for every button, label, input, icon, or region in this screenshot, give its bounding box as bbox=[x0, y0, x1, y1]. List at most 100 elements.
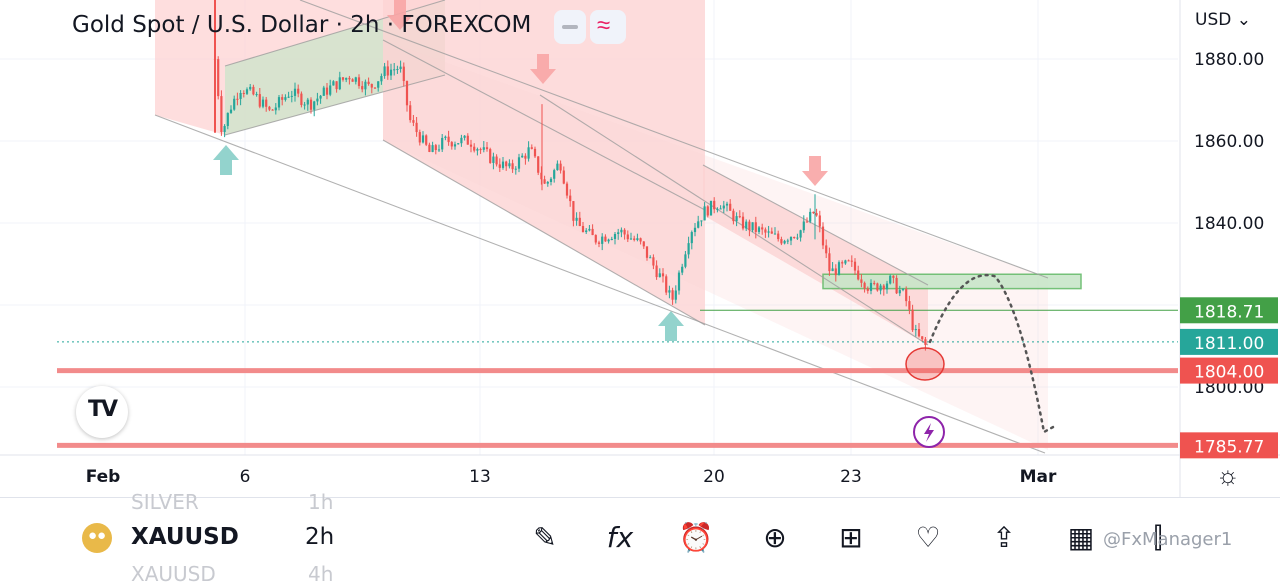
candle-body bbox=[837, 262, 841, 276]
lightbulb-icon[interactable]: ♡ bbox=[915, 521, 941, 554]
currency-selector[interactable]: USD ⌄ bbox=[1195, 10, 1251, 30]
candle-body bbox=[847, 260, 850, 262]
candle-body bbox=[898, 290, 901, 294]
candle-body bbox=[489, 149, 492, 163]
candle-body bbox=[754, 222, 757, 232]
symbol-label[interactable]: XAUUSD bbox=[131, 524, 239, 550]
price-chart[interactable]: 1880.001860.001840.001800.001818.711811.… bbox=[0, 0, 1280, 497]
price-tag-label: 1811.00 bbox=[1194, 334, 1264, 354]
interval-label[interactable]: 2h bbox=[305, 524, 335, 550]
candle-body bbox=[809, 211, 812, 222]
plus-circle-icon[interactable]: ⊕ bbox=[763, 521, 787, 554]
candle-body bbox=[818, 215, 821, 227]
candle-body bbox=[261, 99, 265, 107]
candle-body bbox=[895, 277, 898, 294]
candle-body bbox=[815, 213, 818, 216]
candle-body bbox=[562, 170, 565, 184]
candle-body bbox=[802, 221, 805, 231]
candle-body bbox=[255, 94, 258, 96]
channel-line bbox=[382, 39, 706, 211]
candle-body bbox=[265, 99, 268, 107]
next-symbol: XAUUSD bbox=[131, 562, 216, 586]
tradingview-logo-button[interactable]: TV bbox=[76, 386, 128, 438]
minus-icon[interactable] bbox=[554, 10, 586, 44]
candle-body bbox=[629, 238, 633, 240]
prev-symbol: SILVER bbox=[131, 490, 199, 514]
candle-body bbox=[892, 275, 895, 278]
gear-icon[interactable]: ☼ bbox=[1216, 460, 1240, 490]
grid-icon[interactable]: ⊞ bbox=[839, 521, 863, 554]
candle-body bbox=[533, 148, 537, 157]
channel-line bbox=[224, 0, 446, 67]
candle-body bbox=[665, 276, 668, 293]
candle-body bbox=[626, 234, 629, 240]
candle-body bbox=[521, 155, 524, 158]
candle-body bbox=[421, 135, 425, 143]
candle-body bbox=[773, 233, 777, 235]
candle-body bbox=[732, 210, 735, 222]
time-tick-label: Feb bbox=[86, 467, 121, 487]
candle-body bbox=[764, 229, 767, 233]
candle-body bbox=[479, 149, 482, 151]
prev-interval: 1h bbox=[308, 490, 334, 514]
candle-body bbox=[383, 66, 386, 77]
candle-body bbox=[645, 246, 649, 258]
candle-body bbox=[463, 135, 466, 138]
candle-body bbox=[623, 229, 626, 235]
price-tag bbox=[1180, 328, 1278, 355]
alarm-plus-icon[interactable]: ⏰ bbox=[678, 521, 714, 554]
candle-body bbox=[223, 125, 226, 133]
candle-body bbox=[233, 98, 236, 110]
candle-body bbox=[306, 99, 309, 105]
candle-body bbox=[357, 77, 361, 87]
candle-body bbox=[914, 329, 917, 331]
candle-body bbox=[498, 164, 501, 168]
candle-body bbox=[770, 231, 773, 234]
candle-body bbox=[335, 81, 338, 90]
function-icon[interactable]: fx bbox=[606, 521, 634, 554]
candle-body bbox=[277, 97, 281, 108]
candle-body bbox=[873, 282, 876, 284]
wave-icon[interactable]: ≈ bbox=[590, 10, 626, 44]
candle-body bbox=[527, 147, 530, 159]
candle-body bbox=[748, 221, 751, 231]
candle-body bbox=[661, 273, 665, 277]
candle-body bbox=[517, 157, 521, 169]
candle-body bbox=[444, 136, 447, 138]
candle-body bbox=[853, 261, 857, 271]
candle-body bbox=[341, 77, 345, 80]
channel-line bbox=[299, 0, 1049, 279]
calendar-icon[interactable]: ▦ bbox=[1067, 521, 1095, 554]
candle-body bbox=[709, 200, 713, 216]
candle-body bbox=[428, 144, 431, 152]
chart-title: Gold Spot / U.S. Dollar · 2h · FOREXCOM bbox=[72, 12, 532, 38]
candle-body bbox=[537, 156, 540, 173]
candle-body bbox=[617, 232, 620, 234]
candle-body bbox=[553, 170, 556, 179]
brush-icon[interactable]: ✎ bbox=[533, 521, 557, 554]
candle-body bbox=[831, 268, 834, 272]
candle-body bbox=[671, 290, 674, 300]
candle-body bbox=[290, 95, 293, 97]
time-tick-label: 13 bbox=[469, 467, 491, 487]
candle-body bbox=[652, 257, 655, 266]
candle-body bbox=[495, 156, 498, 165]
candle-body bbox=[860, 279, 863, 283]
candle-body bbox=[271, 109, 274, 111]
candle-body bbox=[889, 275, 892, 284]
time-tick-label: 23 bbox=[840, 467, 862, 487]
candle-body bbox=[434, 145, 437, 151]
candle-body bbox=[812, 211, 815, 214]
candle-body bbox=[738, 216, 741, 218]
candle-body bbox=[761, 227, 764, 230]
down-channel-fill bbox=[383, 0, 705, 325]
candles-icon[interactable]: ⫿ bbox=[1153, 521, 1163, 554]
candle-body bbox=[309, 99, 313, 110]
candle-body bbox=[492, 156, 495, 163]
candle-body bbox=[482, 147, 485, 150]
share-icon[interactable]: ⇪ bbox=[992, 521, 1016, 554]
candle-body bbox=[610, 238, 613, 240]
candle-body bbox=[556, 163, 559, 171]
candle-body bbox=[633, 238, 636, 240]
candle-body bbox=[805, 221, 809, 223]
